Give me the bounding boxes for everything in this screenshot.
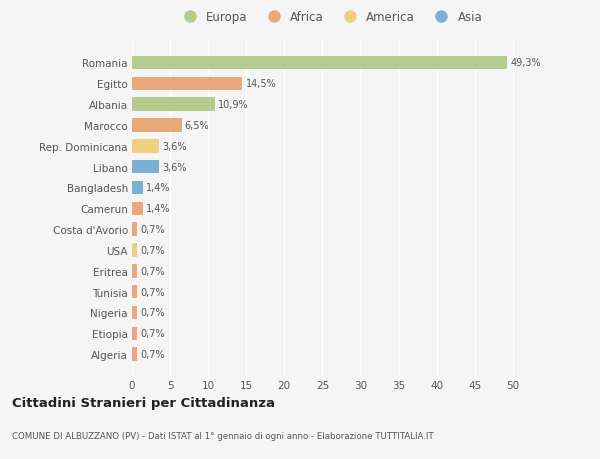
Bar: [132, 285, 137, 299]
Bar: [132, 202, 143, 216]
Bar: [132, 306, 137, 319]
Bar: [132, 347, 137, 361]
Bar: [132, 327, 137, 341]
Bar: [132, 77, 242, 91]
Text: Cittadini Stranieri per Cittadinanza: Cittadini Stranieri per Cittadinanza: [12, 396, 275, 409]
Bar: [132, 244, 137, 257]
Text: 14,5%: 14,5%: [245, 79, 276, 89]
Text: 0,7%: 0,7%: [140, 287, 165, 297]
Bar: [132, 56, 508, 70]
Text: 3,6%: 3,6%: [163, 162, 187, 172]
Text: 0,7%: 0,7%: [140, 224, 165, 235]
Text: 3,6%: 3,6%: [163, 141, 187, 151]
Text: COMUNE DI ALBUZZANO (PV) - Dati ISTAT al 1° gennaio di ogni anno - Elaborazione : COMUNE DI ALBUZZANO (PV) - Dati ISTAT al…: [12, 431, 434, 440]
Legend: Europa, Africa, America, Asia: Europa, Africa, America, Asia: [175, 9, 485, 26]
Text: 0,7%: 0,7%: [140, 246, 165, 255]
Text: 0,7%: 0,7%: [140, 308, 165, 318]
Bar: [132, 161, 160, 174]
Text: 0,7%: 0,7%: [140, 349, 165, 359]
Text: 10,9%: 10,9%: [218, 100, 248, 110]
Text: 1,4%: 1,4%: [146, 183, 170, 193]
Text: 6,5%: 6,5%: [185, 121, 209, 131]
Bar: [132, 119, 182, 133]
Text: 1,4%: 1,4%: [146, 204, 170, 214]
Bar: [132, 181, 143, 195]
Text: 49,3%: 49,3%: [511, 58, 541, 68]
Text: 0,7%: 0,7%: [140, 329, 165, 339]
Bar: [132, 223, 137, 236]
Text: 0,7%: 0,7%: [140, 266, 165, 276]
Bar: [132, 98, 215, 112]
Bar: [132, 140, 160, 153]
Bar: [132, 264, 137, 278]
